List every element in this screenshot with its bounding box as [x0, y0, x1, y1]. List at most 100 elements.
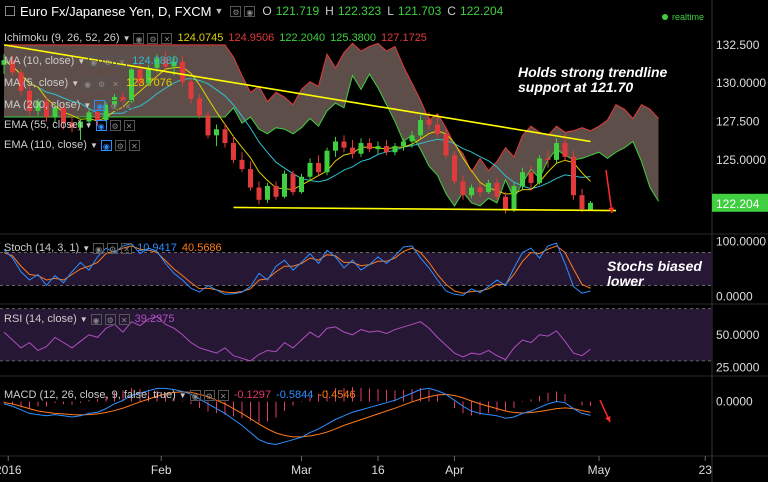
chevron-down-icon[interactable]: ▼ — [77, 56, 86, 66]
price-arrow-head — [608, 207, 615, 213]
candle-body — [197, 98, 202, 116]
rsi-line — [3, 315, 591, 362]
candle-body — [129, 69, 134, 102]
settings-icon[interactable]: ⚙ — [230, 5, 242, 17]
close-icon[interactable]: ✕ — [118, 313, 130, 325]
candle-body — [341, 141, 347, 148]
candle-body — [384, 146, 389, 153]
trendline-annotation: Holds strong trendline support at 121.70 — [518, 65, 667, 95]
chevron-down-icon[interactable]: ▼ — [214, 6, 224, 16]
stoch-tick-label: 0.0000 — [716, 290, 753, 304]
candle-body — [350, 147, 355, 154]
settings-icon[interactable]: ⚙ — [102, 55, 114, 67]
close-icon[interactable]: ✕ — [116, 55, 128, 67]
macd-hist-value: -0.1297 — [233, 389, 272, 401]
close-icon[interactable]: ✕ — [122, 99, 134, 111]
chevron-down-icon[interactable]: ▼ — [71, 78, 80, 88]
candle-body — [290, 173, 296, 193]
ichimoku-span-b-value: 127.1725 — [381, 32, 427, 44]
legend-macd[interactable]: MACD (12, 26, close, 9, false, true) ▼ ◉… — [4, 389, 356, 401]
ma10-label: MA (10, close) — [4, 55, 75, 67]
chevron-down-icon[interactable]: ▼ — [122, 33, 131, 43]
candle-body — [554, 143, 559, 160]
chevron-down-icon[interactable]: ▼ — [84, 120, 93, 130]
ichimoku-label: Ichimoku (9, 26, 52, 26) — [4, 32, 120, 44]
settings-icon[interactable]: ⚙ — [96, 77, 108, 89]
macd-arrow-head — [605, 416, 611, 422]
candle-body — [469, 187, 474, 196]
realtime-label: realtime — [672, 12, 705, 22]
candle-body — [333, 141, 338, 151]
settings-icon[interactable]: ⚙ — [203, 389, 215, 401]
eye-icon[interactable]: ◉ — [244, 5, 256, 17]
collapse-icon[interactable] — [5, 6, 15, 16]
stoch-k-value: 10.9417 — [137, 242, 177, 254]
macd-signal-value: -0.4546 — [318, 389, 356, 401]
eye-icon[interactable]: ◉ — [94, 99, 106, 111]
macd-tick-label: 0.0000 — [716, 394, 753, 408]
x-tick-label: 2016 — [0, 463, 22, 477]
eye-icon[interactable]: ◉ — [189, 389, 201, 401]
price-tick-label: 125.0000 — [716, 153, 766, 167]
legend-ma10[interactable]: MA (10, close) ▼ ◉ ⚙ ✕ 124.0880 — [4, 55, 178, 67]
x-tick-label: Mar — [291, 463, 312, 477]
legend-ichimoku[interactable]: Ichimoku (9, 26, 52, 26) ▼ ◉ ⚙ ✕ 124.074… — [4, 32, 427, 44]
eye-icon[interactable]: ◉ — [95, 119, 107, 131]
candle-body — [44, 101, 49, 117]
candle-body — [180, 61, 185, 82]
chevron-down-icon[interactable]: ▼ — [83, 100, 92, 110]
eye-icon[interactable]: ◉ — [82, 77, 94, 89]
candle-body — [418, 120, 423, 136]
ema110-label: EMA (110, close) — [4, 139, 87, 151]
legend-ema110[interactable]: EMA (110, close) ▼ ◉ ⚙ ✕ — [4, 139, 140, 151]
ma10-line — [3, 59, 591, 190]
settings-icon[interactable]: ⚙ — [109, 119, 121, 131]
candle-body — [256, 187, 262, 200]
candle-body — [78, 121, 83, 128]
candle-body — [409, 135, 415, 142]
close-icon[interactable]: ✕ — [217, 389, 229, 401]
legend-stoch[interactable]: Stoch (14, 3, 1) ▼ ◉ ⚙ ✕ 10.9417 40.5686 — [4, 242, 222, 254]
close-icon[interactable]: ✕ — [110, 77, 122, 89]
eye-icon[interactable]: ◉ — [93, 242, 105, 254]
legend-rsi[interactable]: RSI (14, close) ▼ ◉ ⚙ ✕ 39.2375 — [4, 313, 174, 325]
ohlc-open-label: O — [262, 4, 272, 18]
rsi-label: RSI (14, close) — [4, 313, 77, 325]
settings-icon[interactable]: ⚙ — [107, 242, 119, 254]
ohlc-high: 122.323 — [337, 4, 382, 18]
macd-label: MACD (12, 26, close, 9, false, true) — [4, 389, 176, 401]
price-tick-label: 130.0000 — [716, 76, 766, 90]
close-icon[interactable]: ✕ — [128, 139, 140, 151]
eye-icon[interactable]: ◉ — [133, 32, 145, 44]
candle-body — [299, 176, 304, 193]
close-icon[interactable]: ✕ — [121, 242, 133, 254]
realtime-badge: realtime — [662, 12, 704, 22]
last-price-label: 122.204 — [716, 197, 760, 211]
candle-body — [579, 195, 585, 209]
chevron-down-icon[interactable]: ▼ — [82, 243, 91, 253]
symbol-title[interactable]: Euro Fx/Japanese Yen, D, FXCM — [20, 3, 212, 19]
chevron-down-icon[interactable]: ▼ — [79, 314, 88, 324]
settings-icon[interactable]: ⚙ — [104, 313, 116, 325]
settings-icon[interactable]: ⚙ — [108, 99, 120, 111]
candle-body — [120, 97, 126, 102]
annotation-line-2: support at 121.70 — [518, 79, 634, 95]
candle-body — [460, 181, 466, 196]
chevron-down-icon[interactable]: ▼ — [89, 140, 98, 150]
rsi-band — [0, 308, 712, 361]
candle-body — [562, 143, 568, 157]
annotation-line-1: Holds strong trendline — [518, 64, 668, 80]
eye-icon[interactable]: ◉ — [88, 55, 100, 67]
eye-icon[interactable]: ◉ — [90, 313, 102, 325]
stoch-annotation: Stochs biased lower — [607, 259, 702, 289]
chevron-down-icon[interactable]: ▼ — [178, 390, 187, 400]
legend-ma200[interactable]: MA (200, close) ▼ ◉ ⚙ ✕ — [4, 99, 134, 111]
close-icon[interactable]: ✕ — [161, 32, 173, 44]
settings-icon[interactable]: ⚙ — [114, 139, 126, 151]
close-icon[interactable]: ✕ — [123, 119, 135, 131]
candle-body — [443, 133, 449, 156]
settings-icon[interactable]: ⚙ — [147, 32, 159, 44]
legend-ma5[interactable]: MA (5, close) ▼ ◉ ⚙ ✕ 123.7076 — [4, 77, 172, 89]
legend-ema55[interactable]: EMA (55, close) ▼ ◉ ⚙ ✕ — [4, 119, 135, 131]
eye-icon[interactable]: ◉ — [100, 139, 112, 151]
